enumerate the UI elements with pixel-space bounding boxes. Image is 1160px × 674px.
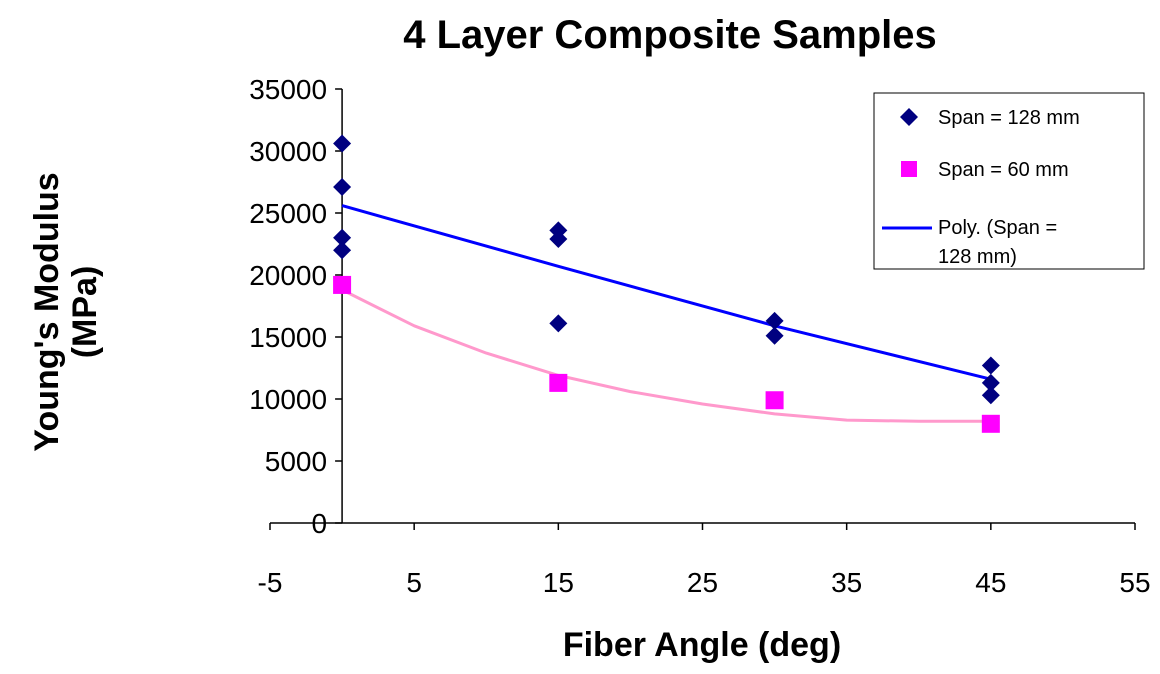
x-tick-label: 45	[975, 567, 1006, 598]
x-tick-label: 35	[831, 567, 862, 598]
data-point-span-128	[981, 356, 1000, 375]
data-point-span-60	[549, 373, 568, 392]
legend: Span = 128 mm Span = 60 mm Poly. (Span =…	[873, 92, 1145, 270]
data-markers	[333, 134, 1000, 433]
legend-label-span-128: Span = 128 mm	[938, 107, 1080, 129]
chart-title: 4 Layer Composite Samples	[403, 13, 937, 57]
data-point-span-60	[765, 391, 784, 410]
trend-line-2	[341, 288, 991, 423]
trend-lines	[341, 204, 992, 423]
data-point-span-60	[981, 414, 1000, 433]
legend-box	[873, 92, 1145, 270]
data-point-span-128	[765, 311, 784, 330]
x-tick-label: 15	[543, 567, 574, 598]
x-tick-label: 55	[1119, 567, 1150, 598]
data-point-span-128	[765, 326, 784, 345]
data-point-span-128	[549, 314, 568, 333]
x-axis-title: Fiber Angle (deg)	[563, 626, 841, 664]
data-point-span-128	[333, 134, 352, 153]
legend-label-poly-128-line-1: Poly. (Span =	[938, 217, 1057, 239]
y-tick-label: 10000	[249, 384, 327, 415]
y-tick-label: 15000	[249, 322, 327, 353]
legend-label-poly-128-line-2: 128 mm)	[938, 246, 1017, 268]
y-tick-label: 5000	[265, 446, 327, 477]
data-point-span-128	[549, 230, 568, 249]
legend-label-span-60: Span = 60 mm	[938, 159, 1069, 181]
legend-marker-span-128	[900, 108, 918, 126]
data-point-span-128	[333, 241, 352, 260]
y-axis-title-line-1: Young's Modulus	[28, 172, 66, 451]
y-tick-label: 30000	[249, 136, 327, 167]
data-point-span-128	[333, 228, 352, 247]
y-tick-label: 0	[312, 508, 328, 539]
data-point-span-128	[333, 177, 352, 196]
legend-marker-span-60	[901, 161, 917, 177]
y-tick-label: 20000	[249, 260, 327, 291]
x-tick-label: 5	[406, 567, 422, 598]
y-tick-label: 35000	[249, 74, 327, 105]
y-tick-label: 25000	[249, 198, 327, 229]
y-axis-title: Young's Modulus (MPa)	[28, 172, 104, 451]
x-tick-label: -5	[258, 567, 283, 598]
x-tick-label: 25	[687, 567, 718, 598]
axes: 0 5000 10000 15000 20000 25000 30000 35000 -5 5 15…	[249, 74, 1150, 598]
trend-line-1	[341, 204, 992, 381]
data-point-span-128	[981, 386, 1000, 405]
data-point-span-60	[333, 275, 352, 294]
y-axis-title-line-2: (MPa)	[66, 266, 104, 359]
data-point-span-128	[981, 373, 1000, 392]
